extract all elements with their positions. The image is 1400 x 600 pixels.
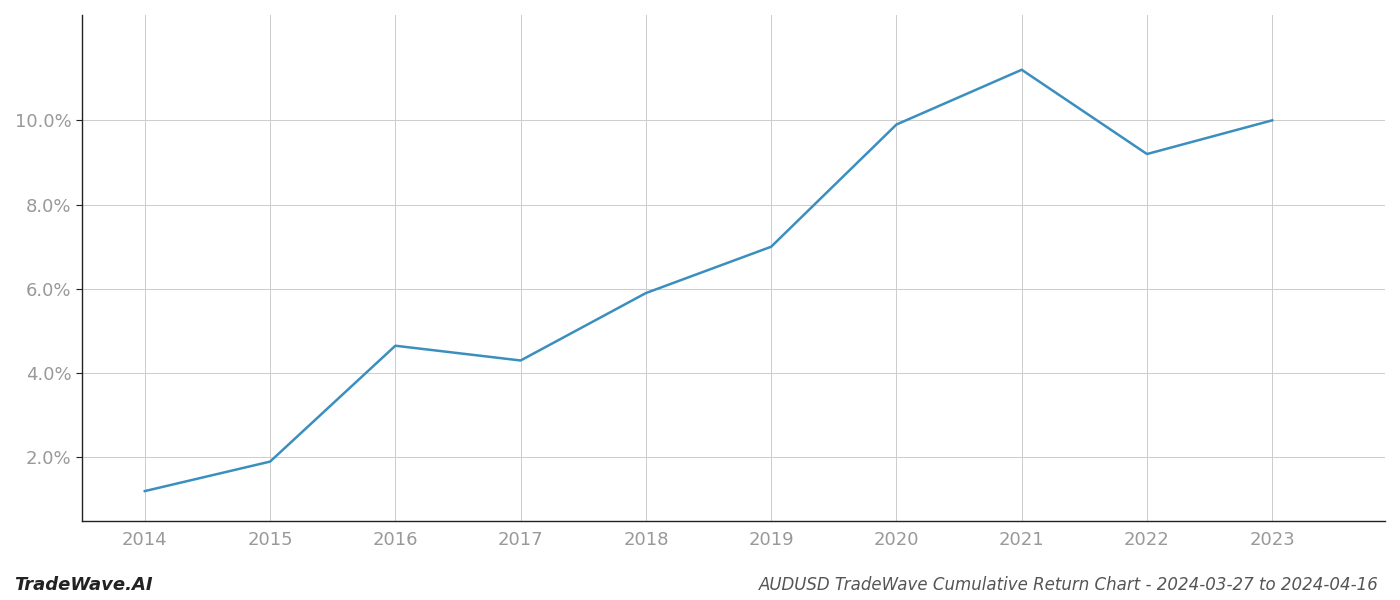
Text: TradeWave.AI: TradeWave.AI — [14, 576, 153, 594]
Text: AUDUSD TradeWave Cumulative Return Chart - 2024-03-27 to 2024-04-16: AUDUSD TradeWave Cumulative Return Chart… — [759, 576, 1379, 594]
